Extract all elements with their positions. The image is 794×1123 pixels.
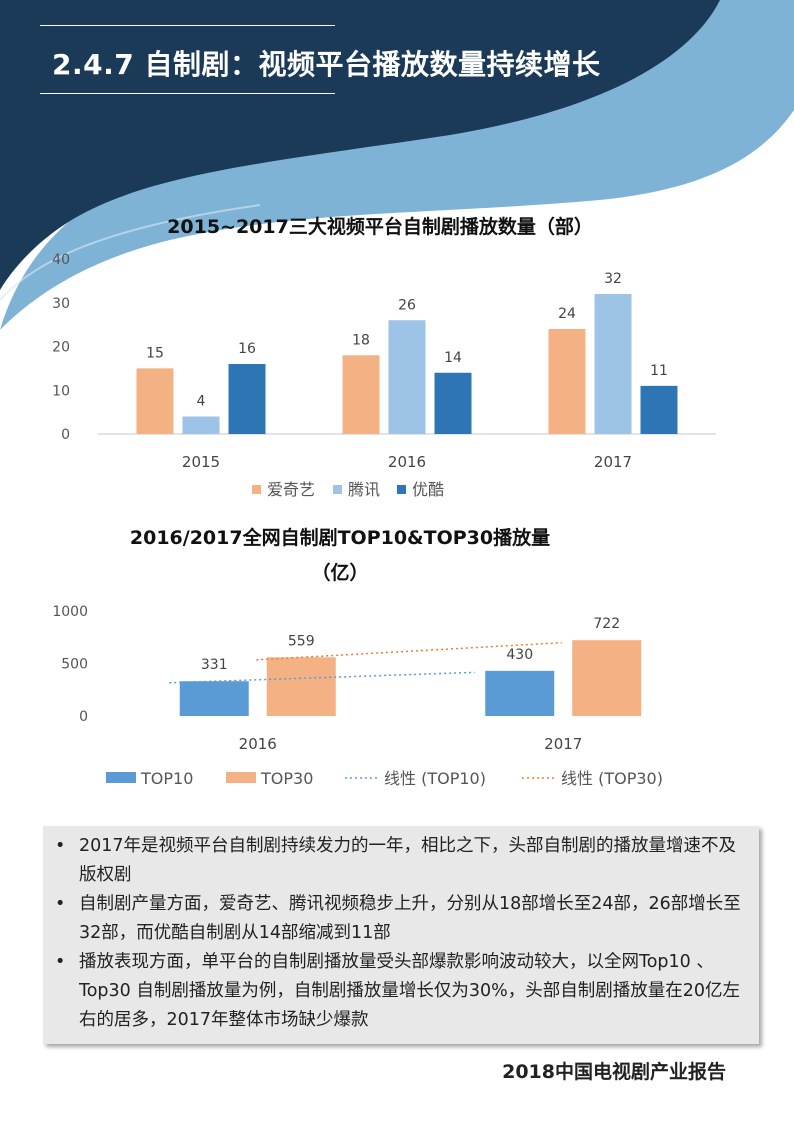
- chart1-title: 2015~2017三大视频平台自制剧播放数量（部）: [167, 216, 593, 238]
- x-tick-label: 2016: [239, 735, 277, 753]
- x-tick-label: 2015: [182, 453, 220, 471]
- trendline-TOP10: [169, 671, 475, 684]
- y-tick-label: 0: [61, 427, 70, 443]
- note-item: • 播放表现方面，单平台的自制剧播放量受头部爆款影响波动较大，以全网Top10 、…: [53, 948, 749, 1035]
- data-label: 18: [352, 332, 370, 348]
- y-tick-label: 0: [79, 709, 88, 725]
- y-tick-label: 500: [61, 657, 88, 673]
- note-text: 播放表现方面，单平台的自制剧播放量受头部爆款影响波动较大，以全网Top10 、T…: [79, 952, 741, 1030]
- data-label: 32: [604, 271, 622, 287]
- bar-TOP10: [485, 670, 555, 716]
- bar-优酷: [228, 364, 266, 434]
- trendline-TOP30: [256, 641, 562, 661]
- note-text: 自制剧产量方面，爱奇艺、腾讯视频稳步上升，分别从18部增长至24部，26部增长至…: [79, 894, 741, 943]
- bar-TOP30: [572, 640, 642, 716]
- data-label: 430: [506, 647, 533, 663]
- legend-swatch: [333, 485, 342, 494]
- y-tick-label: 1000: [52, 604, 88, 620]
- data-label: 722: [593, 616, 620, 632]
- bullet-icon: •: [55, 952, 66, 972]
- bar-腾讯: [388, 320, 426, 434]
- bar-腾讯: [594, 294, 632, 434]
- data-label: 26: [398, 297, 416, 313]
- data-label: 4: [197, 394, 206, 410]
- legend-label: 腾讯: [348, 480, 380, 499]
- note-item: • 自制剧产量方面，爱奇艺、腾讯视频稳步上升，分别从18部增长至24部，26部增长…: [53, 890, 749, 948]
- bar-优酷: [434, 372, 472, 434]
- white-curve-accent: [0, 204, 261, 301]
- data-label: 559: [288, 633, 315, 649]
- data-label: 16: [238, 341, 256, 357]
- notes-box: • 2017年是视频平台自制剧持续发力的一年，相比之下，头部自制剧的播放量增速不及…: [43, 826, 759, 1044]
- y-tick-label: 20: [52, 340, 70, 356]
- data-label: 11: [650, 363, 668, 379]
- platform-series-chart: 0 10 20 30 40 15 4 16 2015 18 26 14 2016 24 32 11 2017 爱奇…: [52, 252, 716, 499]
- legend-label: TOP30: [260, 769, 313, 788]
- y-tick-label: 30: [52, 296, 70, 312]
- legend-swatch: [397, 485, 406, 494]
- bar-TOP10: [179, 681, 249, 716]
- legend-label: 线性 (TOP30): [561, 769, 663, 788]
- chart2-title-line2: （亿）: [311, 562, 369, 584]
- bar-爱奇艺: [136, 368, 174, 434]
- bar-爱奇艺: [548, 329, 586, 434]
- x-tick-label: 2017: [544, 735, 582, 753]
- footer-report-title: 2018中国电视剧产业报告: [502, 1061, 726, 1083]
- data-label: 14: [444, 350, 462, 366]
- legend-label: 线性 (TOP10): [384, 769, 486, 788]
- note-text: 2017年是视频平台自制剧持续发力的一年，相比之下，头部自制剧的播放量增速不及版…: [79, 836, 737, 885]
- bar-优酷: [640, 385, 678, 434]
- bar-TOP30: [266, 657, 336, 716]
- data-label: 331: [201, 657, 228, 673]
- y-tick-label: 10: [52, 383, 70, 399]
- title-rule-bottom: [40, 93, 335, 94]
- bar-腾讯: [182, 416, 220, 434]
- legend-label: 爱奇艺: [267, 480, 315, 499]
- legend-swatch: [106, 772, 136, 783]
- legend-label: TOP10: [140, 769, 193, 788]
- top-series-chart: 0 500 1000 331 559 2016 430 722 2017 TOP10 TOP30 线性…: [52, 604, 663, 788]
- navy-wave: [0, 0, 720, 290]
- note-item: • 2017年是视频平台自制剧持续发力的一年，相比之下，头部自制剧的播放量增速不及…: [53, 832, 749, 890]
- y-tick-label: 40: [52, 252, 70, 268]
- chart2-title-line1: 2016/2017全网自制剧TOP10&TOP30播放量: [129, 527, 551, 549]
- x-tick-label: 2017: [594, 453, 632, 471]
- notes-list: • 2017年是视频平台自制剧持续发力的一年，相比之下，头部自制剧的播放量增速不及…: [53, 832, 749, 1035]
- page-title: 2.4.7 自制剧：视频平台播放数量持续增长: [52, 48, 601, 81]
- title-rule-top: [40, 25, 335, 26]
- bullet-icon: •: [55, 894, 66, 914]
- bullet-icon: •: [55, 836, 66, 856]
- legend-swatch: [226, 772, 256, 783]
- data-label: 24: [558, 306, 576, 322]
- x-tick-label: 2016: [388, 453, 426, 471]
- data-label: 15: [146, 345, 164, 361]
- legend-label: 优酷: [412, 480, 444, 499]
- bar-爱奇艺: [342, 355, 380, 434]
- legend-swatch: [252, 485, 261, 494]
